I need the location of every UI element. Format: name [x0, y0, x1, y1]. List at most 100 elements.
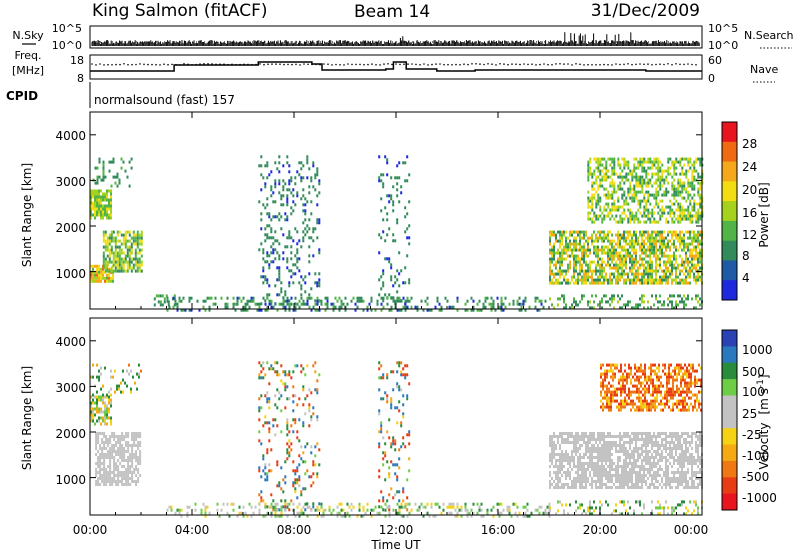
heatmap-cell — [633, 194, 635, 197]
heatmap-cell — [439, 506, 441, 509]
heatmap-cell — [280, 379, 282, 382]
heatmap-cell — [274, 394, 276, 397]
heatmap-cell — [501, 512, 503, 515]
heatmap-cell — [104, 280, 106, 283]
heatmap-cell — [579, 477, 581, 480]
heatmap-cell — [549, 264, 551, 267]
heatmap-cell — [278, 293, 280, 296]
heatmap-cell — [671, 234, 673, 237]
heatmap-cell — [565, 243, 567, 246]
heatmap-cell — [591, 234, 593, 237]
heatmap-cell — [255, 506, 257, 509]
heatmap-cell — [565, 432, 567, 435]
heatmap-cell — [691, 185, 693, 188]
heatmap-cell — [308, 227, 310, 230]
heatmap-cell — [405, 503, 407, 506]
heatmap-cell — [129, 459, 131, 462]
heatmap-cell — [137, 270, 139, 273]
heatmap-cell — [697, 279, 699, 282]
heatmap-cell — [139, 474, 141, 477]
heatmap-cell — [601, 231, 603, 234]
heatmap-cell — [203, 306, 205, 309]
heatmap-cell — [523, 303, 525, 306]
heatmap-cell — [411, 306, 413, 309]
heatmap-cell — [663, 209, 665, 212]
heatmap-cell — [127, 465, 129, 468]
heatmap-cell — [104, 367, 106, 370]
heatmap-cell — [383, 297, 385, 300]
heatmap-cell — [384, 391, 386, 394]
heatmap-cell — [669, 212, 671, 215]
heatmap-cell — [227, 303, 229, 306]
heatmap-cell — [312, 230, 314, 233]
heatmap-cell — [611, 234, 613, 237]
heatmap-cell — [95, 480, 97, 483]
heatmap-cell — [613, 203, 615, 206]
heatmap-cell — [681, 218, 683, 221]
heatmap-cell — [599, 182, 601, 185]
heatmap-cell — [617, 197, 619, 200]
heatmap-cell — [689, 243, 691, 246]
heatmap-cell — [215, 297, 217, 300]
heatmap-cell — [685, 191, 687, 194]
heatmap-cell — [685, 252, 687, 255]
heatmap-cell — [137, 243, 139, 246]
nave-point — [683, 64, 685, 66]
heatmap-cell — [137, 261, 139, 264]
heatmap-cell — [593, 170, 595, 173]
heatmap-cell — [615, 221, 617, 224]
power-cb-tick-28: 28 — [742, 137, 757, 151]
heatmap-cell — [545, 509, 547, 512]
heatmap-cell — [573, 258, 575, 261]
heatmap-cell — [94, 274, 96, 277]
heatmap-cell — [388, 466, 390, 469]
heatmap-cell — [306, 155, 308, 158]
heatmap-cell — [575, 255, 577, 258]
heatmap-cell — [587, 218, 589, 221]
heatmap-cell — [603, 188, 605, 191]
heatmap-cell — [314, 272, 316, 275]
heatmap-cell — [105, 468, 107, 471]
heatmap-cell — [141, 270, 143, 273]
heatmap-cell — [559, 471, 561, 474]
heatmap-cell — [571, 276, 573, 279]
heatmap-cell — [623, 261, 625, 264]
heatmap-cell — [661, 246, 663, 249]
heatmap-cell — [98, 408, 100, 411]
heatmap-cell — [637, 267, 639, 270]
heatmap-cell — [623, 194, 625, 197]
heatmap-cell — [659, 294, 661, 297]
heatmap-cell — [665, 206, 667, 209]
heatmap-cell — [587, 255, 589, 258]
heatmap-cell — [353, 297, 355, 300]
heatmap-cell — [283, 306, 285, 309]
heatmap-cell — [633, 282, 635, 285]
heatmap-cell — [102, 196, 104, 199]
heatmap-cell — [260, 242, 262, 245]
heatmap-cell — [559, 462, 561, 465]
heatmap-cell — [304, 373, 306, 376]
heatmap-cell — [681, 270, 683, 273]
heatmap-cell — [621, 273, 623, 276]
heatmap-cell — [406, 179, 408, 182]
heatmap-cell — [577, 276, 579, 279]
heatmap-cell — [679, 173, 681, 176]
heatmap-cell — [567, 471, 569, 474]
heatmap-cell — [689, 237, 691, 240]
heatmap-cell — [553, 243, 555, 246]
heatmap-cell — [137, 252, 139, 255]
heatmap-cell — [655, 203, 657, 206]
heatmap-cell — [304, 197, 306, 200]
heatmap-cell — [663, 270, 665, 273]
heatmap-cell — [258, 248, 260, 251]
heatmap-cell — [264, 421, 266, 424]
heatmap-cell — [92, 196, 94, 199]
heatmap-cell — [627, 179, 629, 182]
heatmap-cell — [623, 258, 625, 261]
heatmap-cell — [378, 475, 380, 478]
heatmap-cell — [290, 257, 292, 260]
heatmap-cell — [292, 418, 294, 421]
heatmap-cell — [278, 397, 280, 400]
heatmap-cell — [663, 246, 665, 249]
heatmap-cell — [635, 176, 637, 179]
